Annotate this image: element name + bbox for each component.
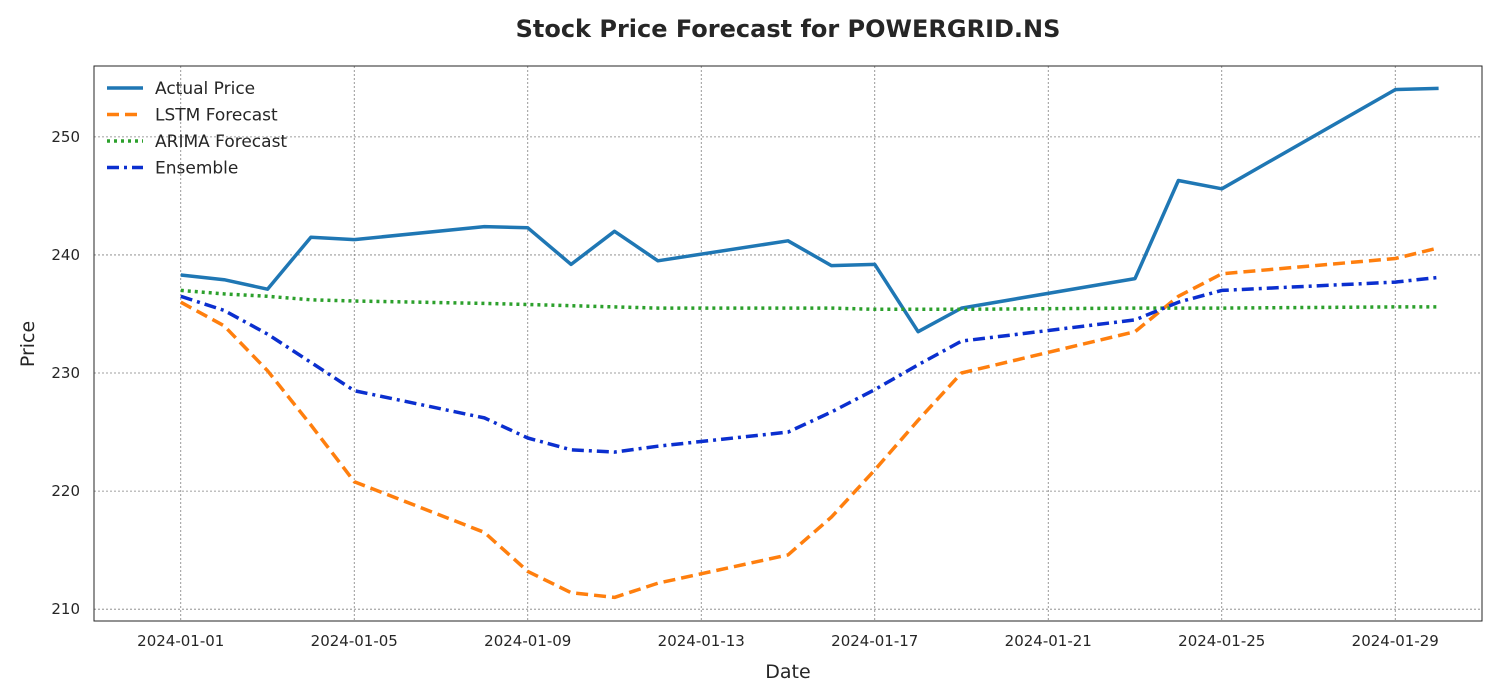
x-tick-label: 2024-01-21 (1005, 632, 1092, 650)
legend-label: LSTM Forecast (155, 106, 278, 126)
x-tick-label: 2024-01-25 (1178, 632, 1265, 650)
x-tick-label: 2024-01-29 (1352, 632, 1439, 650)
series-line-lstm-forecast (179, 246, 1440, 600)
tick-labels: 2024-01-01 2024-01-05 2024-01-09 2024-01-13… (51, 128, 1438, 650)
x-tick-label: 2024-01-09 (484, 632, 571, 650)
x-tick-label: 2024-01-01 (137, 632, 224, 650)
x-tick-label: 2024-01-17 (831, 632, 918, 650)
y-tick-label: 230 (51, 364, 80, 382)
y-axis-label: Price (17, 321, 39, 367)
series-layer (179, 86, 1440, 600)
y-tick-label: 240 (51, 246, 80, 264)
x-axis-label: Date (765, 661, 810, 683)
legend-label: Ensemble (155, 159, 238, 179)
legend-label: Actual Price (155, 79, 255, 99)
y-tick-label: 250 (51, 128, 80, 146)
y-tick-label: 220 (51, 482, 80, 500)
plot-area-frame (93, 65, 1483, 622)
series-line-ensemble (180, 275, 1439, 454)
grid (94, 66, 1482, 621)
x-tick-label: 2024-01-05 (311, 632, 398, 650)
chart-title: Stock Price Forecast for POWERGRID.NS (516, 15, 1061, 43)
legend-label: ARIMA Forecast (155, 132, 287, 152)
series-line-arima-forecast (180, 288, 1439, 312)
x-tick-label: 2024-01-13 (658, 632, 745, 650)
y-tick-label: 210 (51, 600, 80, 618)
series-line-actual-price (180, 86, 1439, 334)
legend: Actual Price LSTM Forecast ARIMA Forecast E… (107, 79, 287, 179)
